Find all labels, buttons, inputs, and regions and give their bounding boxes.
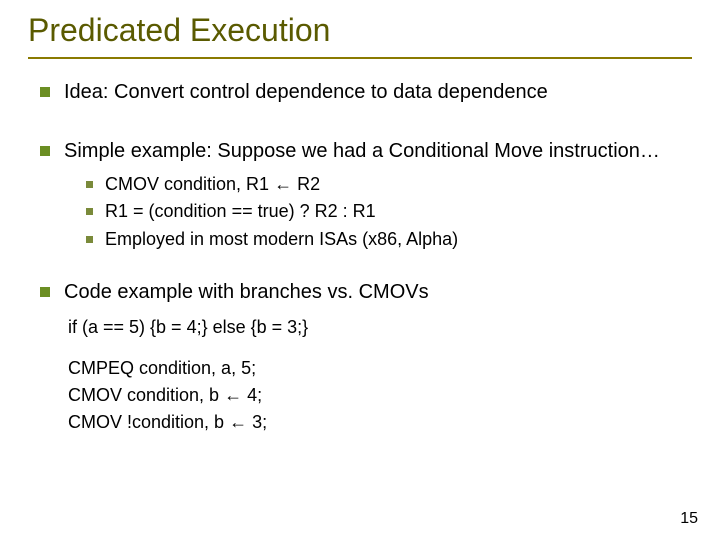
slide-title: Predicated Execution — [28, 12, 692, 59]
square-bullet-icon — [40, 146, 50, 156]
bullet-2-sub-1-text: CMOV condition, R1 ← R2 — [105, 173, 692, 196]
code-line-1: if (a == 5) {b = 4;} else {b = 3;} — [68, 314, 692, 341]
square-bullet-icon — [86, 236, 93, 243]
code-line-3: CMOV condition, b ← 4; — [68, 382, 692, 409]
square-bullet-icon — [86, 181, 93, 188]
spacer — [28, 114, 692, 130]
bullet-1-text: Idea: Convert control dependence to data… — [64, 79, 692, 106]
bullet-2-sub-1: CMOV condition, R1 ← R2 — [86, 173, 692, 196]
code-block: if (a == 5) {b = 4;} else {b = 3;} CMPEQ… — [68, 314, 692, 436]
spacer — [68, 341, 692, 355]
square-bullet-icon — [40, 87, 50, 97]
square-bullet-icon — [86, 208, 93, 215]
bullet-2-sub-2: R1 = (condition == true) ? R2 : R1 — [86, 200, 692, 223]
square-bullet-icon — [40, 287, 50, 297]
bullet-2-sub-3: Employed in most modern ISAs (x86, Alpha… — [86, 228, 692, 251]
bullet-2: Simple example: Suppose we had a Conditi… — [40, 138, 692, 165]
bullet-2-sub-3-text: Employed in most modern ISAs (x86, Alpha… — [105, 228, 692, 251]
code-line-4: CMOV !condition, b ← 3; — [68, 409, 692, 436]
bullet-3: Code example with branches vs. CMOVs — [40, 279, 692, 306]
spacer — [28, 255, 692, 271]
bullet-2-sub-2-text: R1 = (condition == true) ? R2 : R1 — [105, 200, 692, 223]
page-number: 15 — [680, 510, 698, 528]
bullet-2-text: Simple example: Suppose we had a Conditi… — [64, 138, 692, 165]
bullet-3-text: Code example with branches vs. CMOVs — [64, 279, 692, 306]
bullet-1: Idea: Convert control dependence to data… — [40, 79, 692, 106]
slide: Predicated Execution Idea: Convert contr… — [0, 0, 720, 540]
code-line-2: CMPEQ condition, a, 5; — [68, 355, 692, 382]
